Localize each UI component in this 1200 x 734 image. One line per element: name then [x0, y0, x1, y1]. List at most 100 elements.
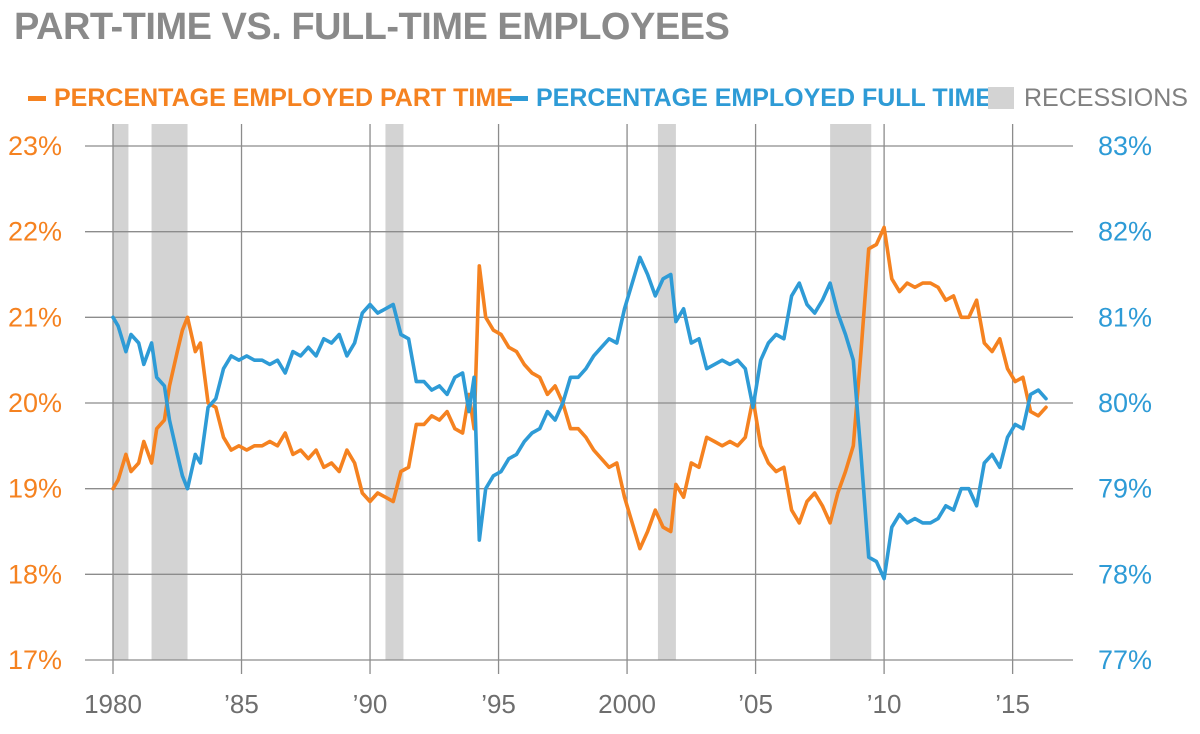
full-time-point-111	[937, 517, 940, 520]
chart-title: PART-TIME VS. FULL-TIME EMPLOYEES	[14, 6, 730, 48]
recession-bands	[113, 124, 872, 660]
full-time-point-85	[736, 359, 739, 362]
full-time-point-3	[129, 333, 132, 336]
full-time-point-106	[898, 513, 901, 516]
part-time-point-86	[744, 436, 747, 439]
full-time-point-125	[1044, 397, 1047, 400]
part-time-point-56	[515, 350, 518, 353]
full-time-point-65	[584, 367, 587, 370]
part-time-point-112	[944, 299, 947, 302]
full-time-point-49	[467, 410, 470, 413]
part-time-point-14	[199, 341, 202, 344]
part-time-point-26	[291, 453, 294, 456]
part-time-point-111	[937, 286, 940, 289]
part-time-point-53	[492, 329, 495, 332]
full-time-point-94	[805, 303, 808, 306]
full-time-point-72	[638, 256, 641, 259]
part-time-point-92	[790, 509, 793, 512]
part-time-point-5	[142, 440, 145, 443]
full-time-point-19	[237, 359, 240, 362]
part-time-point-37	[376, 491, 379, 494]
full-time-point-114	[960, 487, 963, 490]
full-time-point-6	[150, 341, 153, 344]
x-axis: 1980 ’85 ’90 ’95 2000 ’05 ’10 ’15	[84, 689, 1030, 719]
part-time-point-73	[646, 530, 649, 533]
full-time-point-83	[721, 359, 724, 362]
part-time-point-98	[836, 491, 839, 494]
legend-swatch-recessions	[988, 87, 1014, 109]
part-time-point-57	[523, 363, 526, 366]
y-left-tick-label: 23%	[8, 131, 62, 161]
full-time-point-89	[767, 341, 770, 344]
full-time-point-87	[751, 406, 754, 409]
part-time-point-46	[446, 410, 449, 413]
full-time-point-71	[631, 282, 634, 285]
y-right-tick-label: 79%	[1098, 474, 1152, 504]
part-time-point-43	[422, 423, 425, 426]
full-time-point-38	[384, 307, 387, 310]
part-time-point-91	[782, 466, 785, 469]
part-time-point-71	[631, 521, 634, 524]
full-time-point-1	[117, 324, 120, 327]
full-time-point-18	[230, 354, 233, 357]
part-time-point-59	[538, 376, 541, 379]
full-time-point-58	[530, 431, 533, 434]
part-time-point-75	[662, 526, 665, 529]
full-time-point-25	[284, 371, 287, 374]
part-time-point-77	[674, 483, 677, 486]
full-time-point-14	[199, 461, 202, 464]
full-time-point-98	[836, 312, 839, 315]
part-time-point-41	[407, 466, 410, 469]
full-time-point-40	[399, 333, 402, 336]
full-time-point-51	[478, 539, 481, 542]
part-time-point-88	[759, 444, 762, 447]
part-time-point-31	[330, 461, 333, 464]
full-time-point-118	[991, 453, 994, 456]
part-time-point-66	[592, 449, 595, 452]
full-time-point-36	[368, 303, 371, 306]
y-left-tick-label: 19%	[8, 474, 62, 504]
full-time-point-82	[713, 363, 716, 366]
full-time-point-59	[538, 427, 541, 430]
part-time-point-40	[399, 470, 402, 473]
full-time-point-99	[844, 333, 847, 336]
full-time-point-55	[507, 457, 510, 460]
part-time-point-106	[898, 290, 901, 293]
full-time-point-10	[176, 453, 179, 456]
y-right-tick-label: 81%	[1098, 302, 1152, 332]
part-time-point-89	[767, 461, 770, 464]
y-axis-right: 77% 78% 79% 80% 81% 82% 83%	[1098, 131, 1152, 675]
full-time-point-63	[569, 376, 572, 379]
part-time-point-78	[682, 496, 685, 499]
full-time-point-33	[345, 354, 348, 357]
full-time-point-66	[592, 354, 595, 357]
full-time-point-57	[523, 440, 526, 443]
y-axis-left: 17% 18% 19% 20% 21% 22% 23%	[8, 131, 62, 675]
part-time-point-25	[284, 431, 287, 434]
full-time-line	[111, 255, 1048, 581]
full-time-point-4	[137, 341, 140, 344]
full-time-point-81	[705, 367, 708, 370]
x-tick-label: ’90	[353, 689, 388, 719]
part-time-point-107	[906, 282, 909, 285]
full-time-point-22	[261, 359, 264, 362]
full-time-point-8	[163, 384, 166, 387]
full-time-point-100	[852, 359, 855, 362]
y-right-tick-label: 82%	[1098, 217, 1152, 247]
legend-label-recessions: RECESSIONS	[1024, 83, 1188, 112]
x-tick-label: ’85	[224, 689, 259, 719]
full-time-point-23	[268, 363, 271, 366]
full-time-point-44	[430, 389, 433, 392]
gridlines	[85, 124, 1073, 674]
full-time-point-122	[1021, 427, 1024, 430]
full-time-point-69	[615, 341, 618, 344]
part-time-point-4	[137, 461, 140, 464]
part-time-point-95	[813, 491, 816, 494]
part-time-point-114	[960, 316, 963, 319]
full-time-point-110	[929, 521, 932, 524]
part-time-point-79	[690, 461, 693, 464]
full-time-point-119	[998, 466, 1001, 469]
full-time-point-64	[577, 376, 580, 379]
full-time-point-70	[623, 307, 626, 310]
part-time-point-35	[361, 491, 364, 494]
